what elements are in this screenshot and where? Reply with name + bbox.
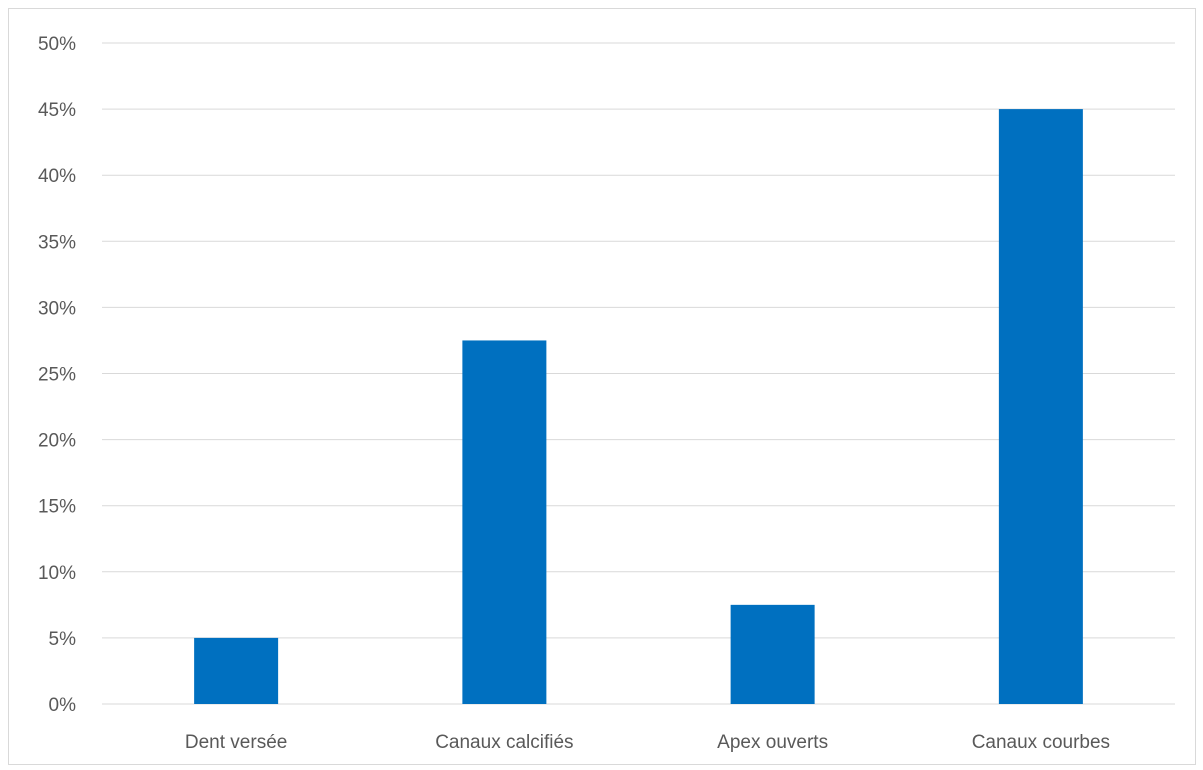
y-tick-label: 5% [49, 629, 77, 650]
y-tick-label: 20% [38, 431, 76, 452]
gridlines [102, 42, 1175, 705]
x-category-label: Dent versée [185, 732, 287, 753]
bar [462, 340, 547, 704]
y-tick-label: 25% [38, 365, 76, 386]
y-tick-label: 0% [49, 695, 77, 716]
y-tick-label: 40% [38, 166, 76, 187]
x-category-label: Canaux calcifiés [435, 732, 573, 753]
x-category-label: Canaux courbes [972, 732, 1110, 753]
y-tick-label: 50% [38, 34, 76, 55]
x-axis-categories: Dent versée Canaux calcifiés Apex ouverts C… [185, 732, 1110, 753]
bars [194, 109, 1083, 705]
bar [730, 604, 815, 704]
x-category-label: Apex ouverts [717, 732, 828, 753]
y-tick-label: 30% [38, 298, 76, 319]
y-tick-label: 45% [38, 100, 76, 121]
y-axis-ticks: 0% 5% 10% 15% 20% 25% 30% 35% 40% 45% 50% [38, 34, 76, 716]
bar [998, 109, 1083, 705]
y-tick-label: 15% [38, 497, 76, 518]
y-tick-label: 35% [38, 232, 76, 253]
bar [194, 637, 279, 704]
y-tick-label: 10% [38, 563, 76, 584]
